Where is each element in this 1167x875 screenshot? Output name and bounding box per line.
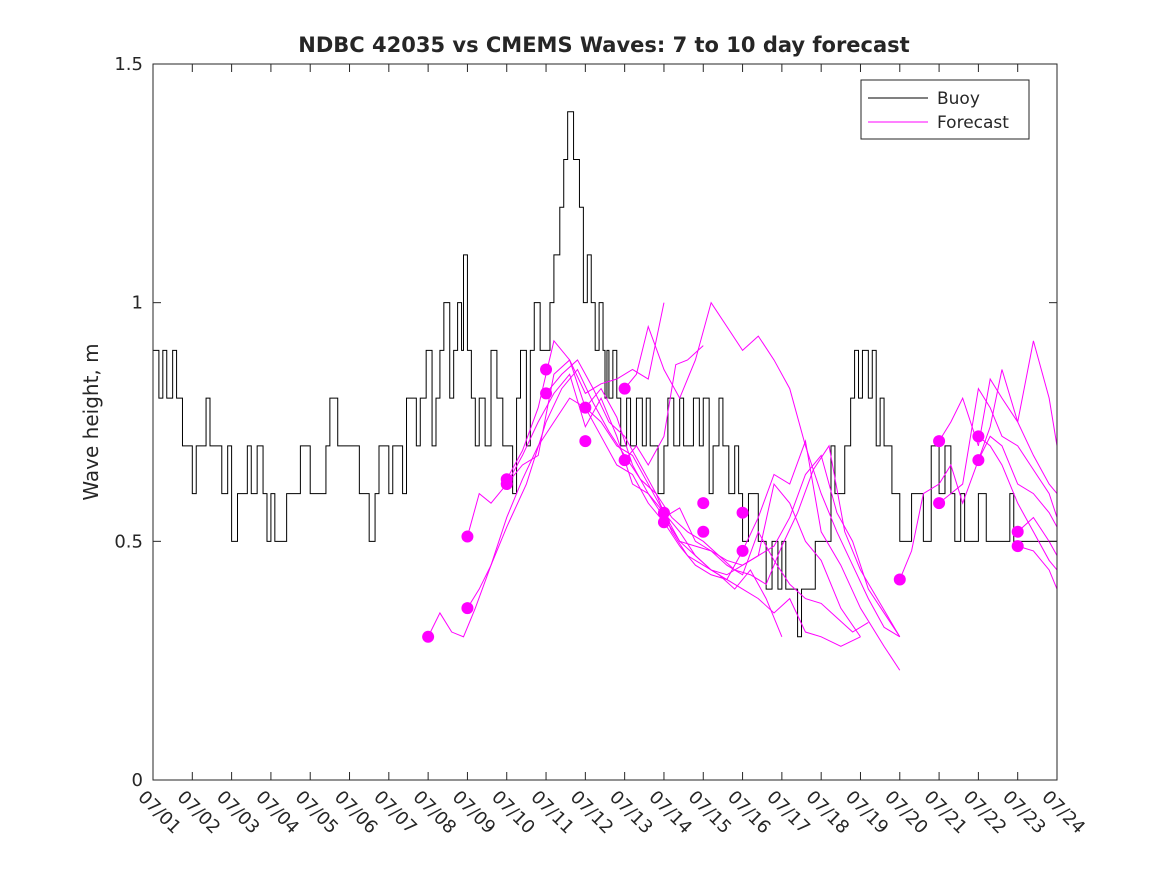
legend: Buoy Forecast (860, 79, 1030, 140)
forecast-start-marker (618, 454, 631, 467)
forecast-line (506, 339, 901, 671)
forecast-start-marker (972, 430, 985, 443)
forecast-start-marker (657, 516, 670, 529)
forecast-line (466, 302, 665, 537)
legend-label-buoy: Buoy (937, 89, 980, 109)
forecast-line (977, 340, 1058, 461)
y-tick-label: 0.5 (114, 531, 143, 552)
forecast-start-marker (933, 435, 946, 448)
forecast-start-marker (972, 454, 985, 467)
forecast-line (978, 435, 1058, 571)
forecast-start-marker (697, 497, 710, 510)
y-axis-label: Wave height, m (79, 343, 103, 500)
forecast-start-marker (1011, 525, 1024, 538)
forecast-series (427, 301, 1058, 671)
forecast-start-marker (540, 387, 553, 400)
forecast-line (663, 507, 869, 633)
forecast-start-marker (461, 530, 474, 543)
y-axis: 0 0.5 1 1.5 (114, 54, 1057, 791)
chart-title: NDBC 42035 vs CMEMS Waves: 7 to 10 day f… (298, 33, 909, 57)
forecast-start-marker (736, 544, 749, 557)
y-tick-label: 1.5 (114, 54, 143, 75)
forecast-start-marker (657, 506, 670, 519)
plot-frame (152, 63, 1058, 781)
forecast-start-marker (422, 630, 435, 643)
forecast-line (938, 387, 1058, 518)
y-tick-label: 0 (132, 770, 143, 791)
legend-label-forecast: Forecast (937, 113, 1009, 133)
legend-box (860, 79, 1030, 140)
forecast-start-markers (422, 363, 1024, 643)
forecast-line (1017, 545, 1058, 590)
forecast-start-marker (697, 525, 710, 538)
forecast-start-marker (500, 473, 513, 486)
forecast-line (624, 301, 901, 638)
forecast-line (427, 368, 783, 638)
forecast-start-marker (579, 435, 592, 448)
y-tick-label: 1 (132, 293, 143, 314)
forecast-start-marker (933, 497, 946, 510)
forecast-start-marker (736, 506, 749, 519)
forecast-start-marker (540, 363, 553, 376)
forecast-line (585, 407, 901, 638)
plot-area (153, 64, 1057, 780)
forecast-line (467, 397, 861, 647)
forecast-start-marker (618, 382, 631, 395)
forecast-line (1017, 516, 1058, 556)
forecast-line (938, 377, 1058, 494)
forecast-line (624, 345, 704, 466)
forecast-start-marker (579, 401, 592, 414)
forecast-start-marker (461, 602, 474, 615)
buoy-line (153, 111, 1057, 638)
forecast-start-marker (1011, 540, 1024, 553)
buoy-series (153, 111, 1057, 638)
forecast-start-marker (893, 573, 906, 586)
